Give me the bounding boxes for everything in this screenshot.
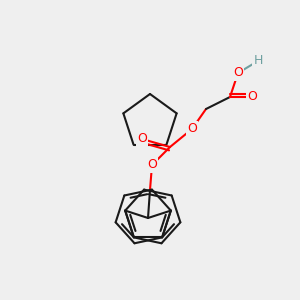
Text: O: O bbox=[233, 67, 243, 80]
Text: O: O bbox=[187, 122, 197, 136]
Text: O: O bbox=[137, 133, 147, 146]
Text: O: O bbox=[147, 158, 157, 172]
Text: O: O bbox=[247, 91, 257, 103]
Text: H: H bbox=[253, 55, 263, 68]
